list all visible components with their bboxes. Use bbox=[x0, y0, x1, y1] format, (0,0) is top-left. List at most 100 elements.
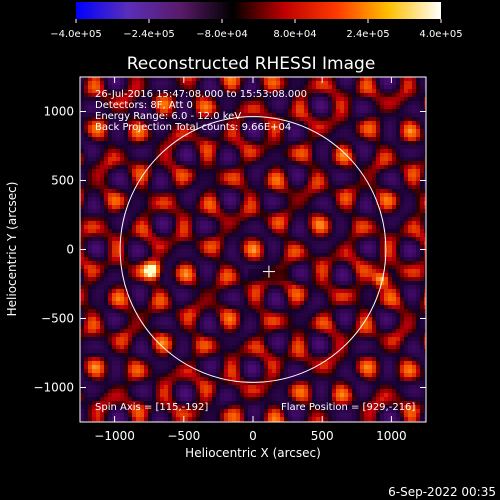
heatmap-cell bbox=[252, 341, 256, 345]
heatmap-cell bbox=[196, 185, 200, 189]
heatmap-cell bbox=[160, 369, 164, 373]
heatmap-cell bbox=[164, 289, 168, 293]
heatmap-cell bbox=[252, 377, 256, 381]
heatmap-cell bbox=[88, 173, 92, 177]
heatmap-cell bbox=[112, 229, 116, 233]
heatmap-cell bbox=[80, 289, 84, 293]
heatmap-cell bbox=[96, 173, 100, 177]
heatmap-cell bbox=[272, 173, 276, 177]
heatmap-cell bbox=[168, 305, 172, 309]
heatmap-cell bbox=[280, 277, 284, 281]
heatmap-cell bbox=[280, 397, 284, 401]
heatmap-cell bbox=[180, 141, 184, 145]
heatmap-cell bbox=[124, 181, 128, 185]
heatmap-cell bbox=[216, 97, 220, 101]
heatmap-cell bbox=[240, 181, 244, 185]
heatmap-cell bbox=[200, 341, 204, 345]
heatmap-cell bbox=[96, 305, 100, 309]
heatmap-cell bbox=[152, 357, 156, 361]
heatmap-cell bbox=[252, 393, 256, 397]
heatmap-cell bbox=[104, 153, 108, 157]
heatmap-cell bbox=[232, 137, 236, 141]
heatmap-cell bbox=[296, 193, 300, 197]
heatmap-cell bbox=[104, 209, 108, 213]
heatmap-cell bbox=[124, 221, 128, 225]
heatmap-cell bbox=[80, 293, 84, 297]
heatmap-cell bbox=[220, 249, 224, 253]
heatmap-cell bbox=[304, 105, 308, 109]
heatmap-cell bbox=[88, 301, 92, 305]
heatmap-cell bbox=[288, 97, 292, 101]
heatmap-cell bbox=[164, 185, 168, 189]
heatmap-cell bbox=[308, 109, 312, 113]
heatmap-cell bbox=[128, 337, 132, 341]
heatmap-cell bbox=[188, 93, 192, 97]
heatmap-cell bbox=[84, 145, 88, 149]
heatmap-cell bbox=[196, 125, 200, 129]
heatmap-cell bbox=[228, 257, 232, 261]
heatmap-cell bbox=[248, 229, 252, 233]
heatmap-cell bbox=[236, 225, 240, 229]
heatmap-cell bbox=[200, 241, 204, 245]
heatmap-cell bbox=[160, 93, 164, 97]
heatmap-cell bbox=[248, 261, 252, 265]
heatmap-cell bbox=[244, 345, 248, 349]
heatmap-cell bbox=[224, 257, 228, 261]
heatmap-cell bbox=[188, 141, 192, 145]
heatmap-cell bbox=[224, 341, 228, 345]
heatmap-cell bbox=[280, 417, 284, 421]
heatmap-cell bbox=[192, 125, 196, 129]
heatmap-cell bbox=[116, 177, 120, 181]
heatmap-cell bbox=[240, 217, 244, 221]
heatmap-cell bbox=[232, 269, 236, 273]
heatmap-cell bbox=[256, 257, 260, 261]
heatmap-cell bbox=[236, 317, 240, 321]
heatmap-cell bbox=[220, 369, 224, 373]
heatmap-cell bbox=[112, 349, 116, 353]
heatmap-cell bbox=[224, 137, 228, 141]
heatmap-cell bbox=[100, 373, 104, 377]
heatmap-cell bbox=[104, 105, 108, 109]
heatmap-cell bbox=[188, 341, 192, 345]
heatmap-cell bbox=[120, 221, 124, 225]
heatmap-cell bbox=[248, 221, 252, 225]
heatmap-cell bbox=[128, 129, 132, 133]
heatmap-cell bbox=[140, 293, 144, 297]
heatmap-cell bbox=[244, 313, 248, 317]
heatmap-cell bbox=[80, 149, 84, 153]
heatmap-cell bbox=[232, 321, 236, 325]
heatmap-cell bbox=[220, 273, 224, 277]
heatmap-cell bbox=[80, 313, 84, 317]
heatmap-cell bbox=[248, 161, 252, 165]
heatmap-cell bbox=[136, 353, 140, 357]
heatmap-cell bbox=[284, 209, 288, 213]
heatmap-cell bbox=[212, 377, 216, 381]
heatmap-cell bbox=[196, 85, 200, 89]
heatmap-cell bbox=[280, 157, 284, 161]
heatmap-cell bbox=[224, 281, 228, 285]
heatmap-cell bbox=[232, 253, 236, 257]
heatmap-cell bbox=[192, 173, 196, 177]
heatmap-cell bbox=[104, 261, 108, 265]
heatmap-cell bbox=[136, 281, 140, 285]
heatmap-cell bbox=[184, 337, 188, 341]
heatmap-cell bbox=[160, 89, 164, 93]
heatmap-cell bbox=[156, 169, 160, 173]
heatmap-cell bbox=[276, 413, 280, 417]
heatmap-cell bbox=[276, 249, 280, 253]
heatmap-cell bbox=[132, 297, 136, 301]
heatmap-cell bbox=[84, 357, 88, 361]
heatmap-cell bbox=[100, 317, 104, 321]
heatmap-cell bbox=[128, 245, 132, 249]
heatmap-cell bbox=[276, 281, 280, 285]
heatmap-cell bbox=[160, 333, 164, 337]
heatmap-cell bbox=[268, 201, 272, 205]
heatmap-cell bbox=[136, 221, 140, 225]
heatmap-cell bbox=[292, 329, 296, 333]
heatmap-cell bbox=[180, 109, 184, 113]
heatmap-cell bbox=[228, 229, 232, 233]
heatmap-cell bbox=[112, 205, 116, 209]
heatmap-cell bbox=[200, 253, 204, 257]
heatmap-cell bbox=[288, 401, 292, 405]
heatmap-cell bbox=[272, 329, 276, 333]
